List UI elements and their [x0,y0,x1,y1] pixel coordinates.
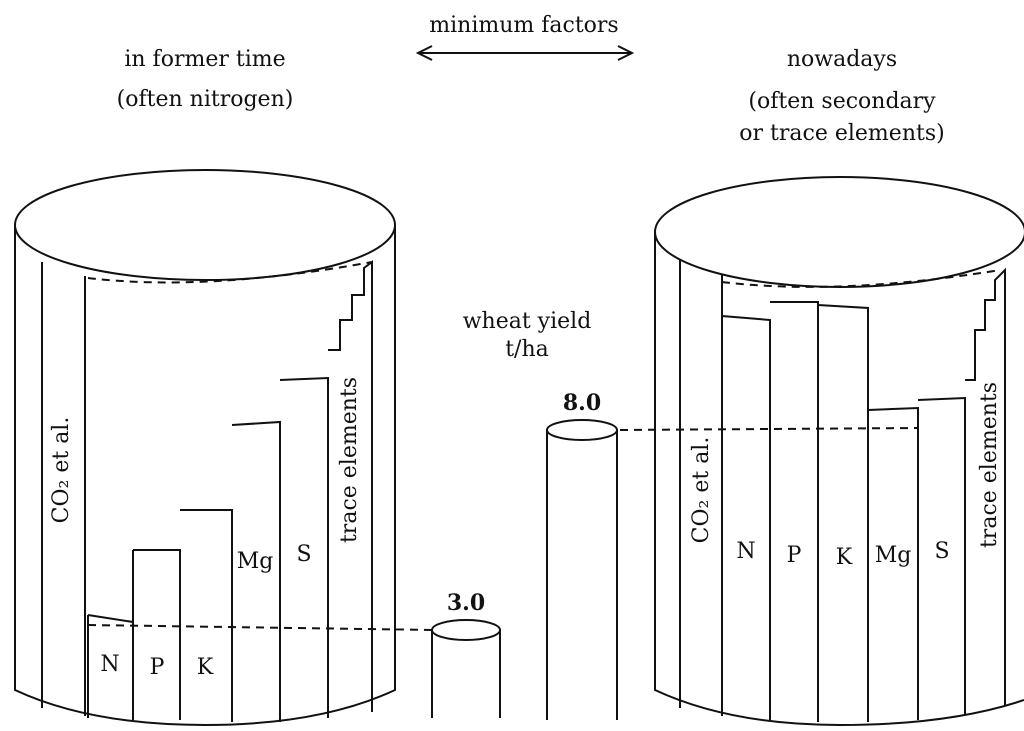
barrel-rim [15,170,395,280]
left-barrel: CO₂ et al. N P K Mg S trace elements [15,170,435,725]
left-title: in former time [124,47,285,72]
yield-columns: wheat yield t/ha 3.0 8.0 [432,309,918,720]
stave-label: trace elements [337,377,362,543]
left-subtitle: (often nitrogen) [117,87,294,112]
arrow-label: minimum factors [429,13,618,38]
right-subtitle: (often secondary [748,89,936,114]
staves [42,262,372,722]
right-title: nowadays [787,47,897,72]
stave-label: trace elements [977,382,1002,548]
staves [680,260,1005,722]
stave-label: S [934,539,949,564]
stave-label: N [100,652,119,677]
diagram: minimum factors in former time (often ni… [0,0,1024,731]
stave-label: Mg [237,549,274,574]
right-barrel: CO₂ et al. N P K Mg S trace elements [655,177,1024,725]
stave-label: S [296,542,311,567]
stave-label: P [787,543,802,568]
stave-label: P [150,655,165,680]
yield-unit: t/ha [505,337,549,362]
yield-value: 3.0 [447,590,485,616]
stave-label: CO₂ et al. [49,417,74,524]
stave-label: CO₂ et al. [689,437,714,544]
right-subtitle: or trace elements) [739,121,944,146]
cylinder-side [432,630,500,718]
stave-label: Mg [875,543,912,568]
headings: minimum factors in former time (often ni… [117,13,945,146]
rim-dash [722,270,1000,287]
barrel-rim [655,177,1024,287]
rim-dash [88,262,372,282]
yield-label: wheat yield [463,309,592,334]
cylinder-side [547,430,617,720]
cylinder-top [547,420,617,440]
stave-label: K [836,545,853,570]
level-line [88,625,435,630]
cylinder-top [432,620,500,640]
stave-label: N [736,539,755,564]
stave-label: K [197,655,214,680]
yield-value: 8.0 [563,390,601,416]
